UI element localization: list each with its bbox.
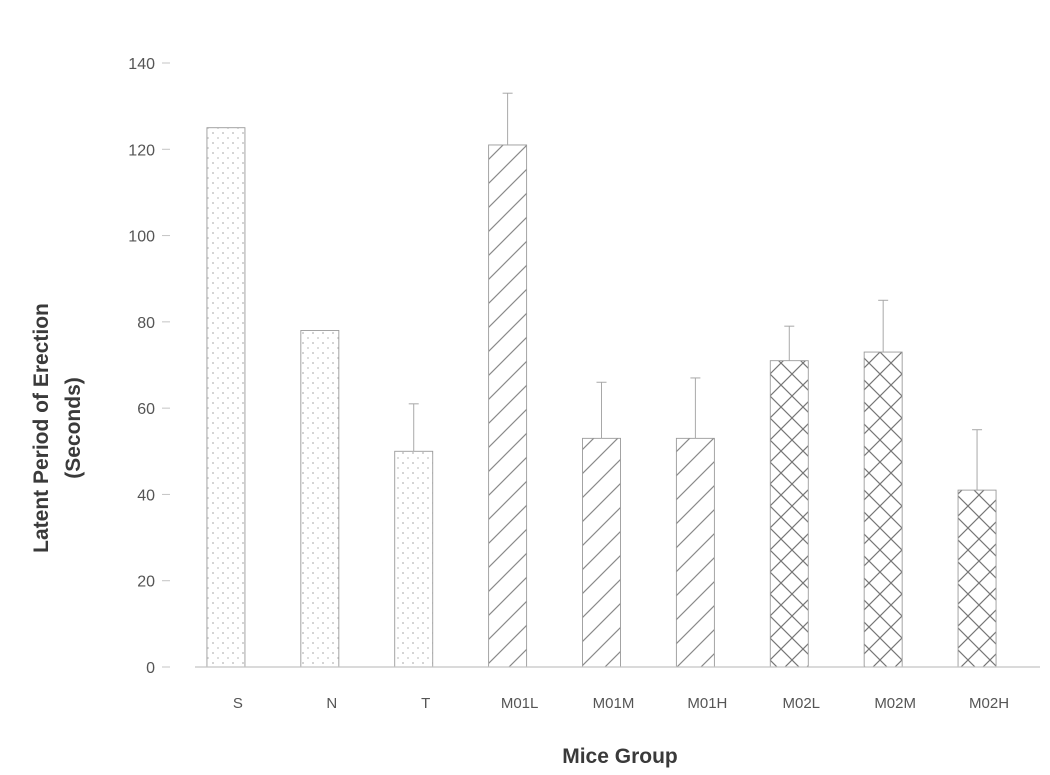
- bar-t: [394, 450, 434, 668]
- x-tick-label: M01M: [593, 695, 635, 712]
- y-axis: 0 20 40 60 80 100 120 140: [128, 56, 170, 677]
- x-tick-label: M02H: [969, 695, 1009, 712]
- y-tick-label: 140: [128, 56, 155, 73]
- x-tick-label: M02L: [783, 695, 821, 712]
- x-tick-label: S: [233, 695, 243, 712]
- x-tick-label: N: [326, 695, 337, 712]
- bar-m02m: [863, 351, 903, 668]
- bar-m02l: [769, 360, 809, 668]
- bar-m01l: [488, 144, 528, 668]
- y-tick-label: 0: [146, 660, 155, 677]
- y-tick-label: 80: [137, 315, 155, 332]
- bar-m01h: [675, 437, 715, 668]
- bar-s: [206, 127, 246, 668]
- y-tick-label: 100: [128, 229, 155, 246]
- x-tick-label: M01L: [501, 695, 539, 712]
- x-tick-label: M02M: [874, 695, 916, 712]
- x-axis: S N T M01L M01M M01H M02L M02M M02H: [195, 666, 1040, 712]
- x-tick-label: T: [421, 695, 430, 712]
- bar-n: [300, 330, 340, 668]
- x-axis-title: Mice Group: [562, 745, 678, 768]
- y-axis-unit: (Seconds): [62, 377, 85, 479]
- y-axis-title: Latent Period of Erection: [30, 303, 53, 553]
- bars-group: [206, 92, 997, 668]
- y-tick-label: 60: [137, 401, 155, 418]
- x-tick-label: M01H: [687, 695, 727, 712]
- bar-m02h: [957, 489, 997, 668]
- y-tick-label: 120: [128, 142, 155, 159]
- y-tick-label: 20: [137, 574, 155, 591]
- y-tick-label: 40: [137, 487, 155, 504]
- bar-m01m: [582, 437, 621, 668]
